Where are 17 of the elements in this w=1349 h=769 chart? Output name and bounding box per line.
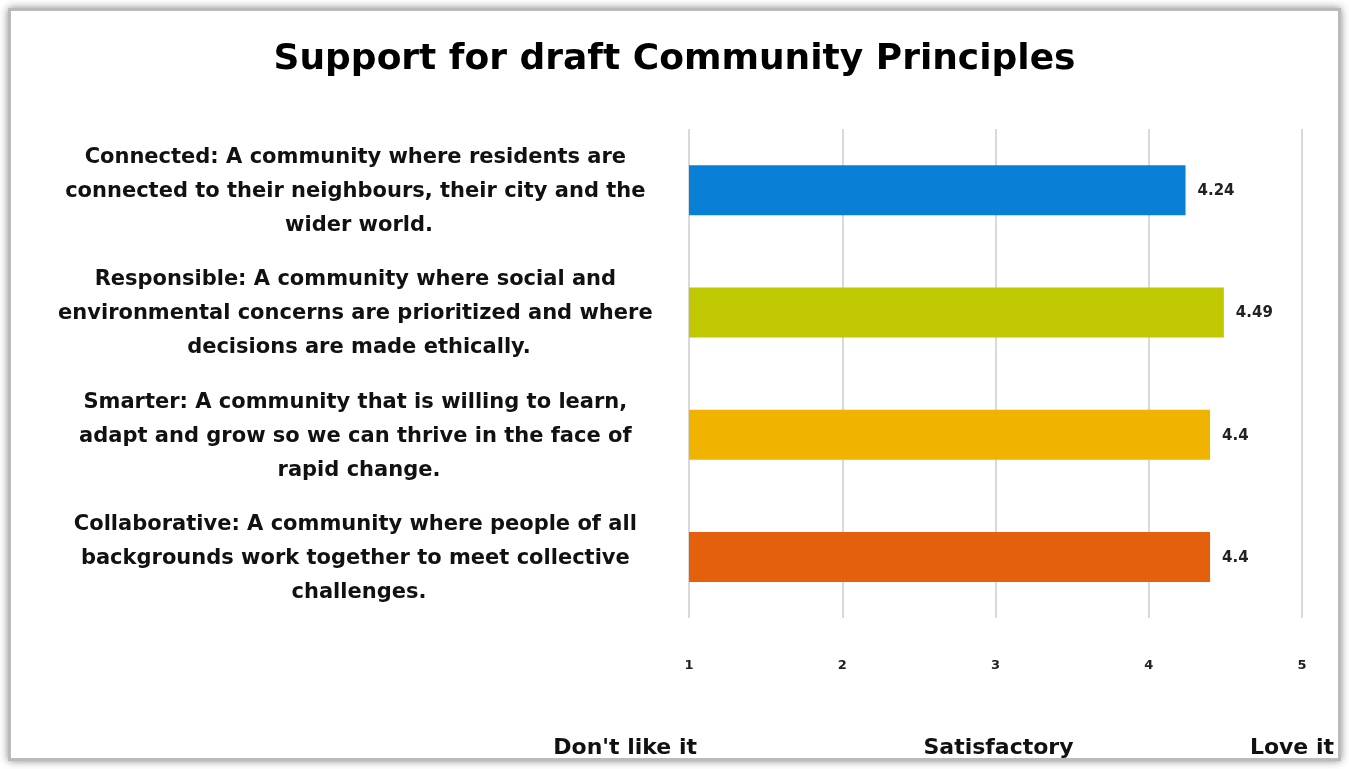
y-tick-label: Connected: A community where residents are connected to their neighbours, their city and the wider world. — [65, 144, 653, 237]
data-label: 4.24 — [1197, 181, 1235, 200]
x-tick-label: 4 — [1144, 657, 1154, 672]
data-label: 4.49 — [1235, 303, 1273, 322]
x-tick-label: 5 — [1297, 657, 1307, 672]
x-tick-label: 1 — [684, 657, 694, 672]
chart-title: Support for draft Community Principles — [273, 35, 1076, 77]
y-tick-label: Collaborative: A community where people of all backgrounds work together to meet collective challenges. — [73, 510, 645, 603]
x-tick-label: 3 — [990, 657, 1001, 672]
y-tick-label: Responsible: A community where social and environmental concerns are prioritized and where decisions are made ethically. — [58, 266, 660, 359]
y-tick-label: Smarter: A community that is willing to learn, adapt and grow so we can thrive in the face of rapid change. — [79, 388, 639, 481]
data-label: 4.4 — [1222, 425, 1249, 444]
text: Don't like it — [553, 733, 698, 759]
text: Love it — [1249, 733, 1335, 759]
text: Satisfactory — [923, 733, 1074, 759]
x-tick-label: 2 — [837, 657, 847, 672]
data-label: 4.4 — [1222, 547, 1249, 566]
